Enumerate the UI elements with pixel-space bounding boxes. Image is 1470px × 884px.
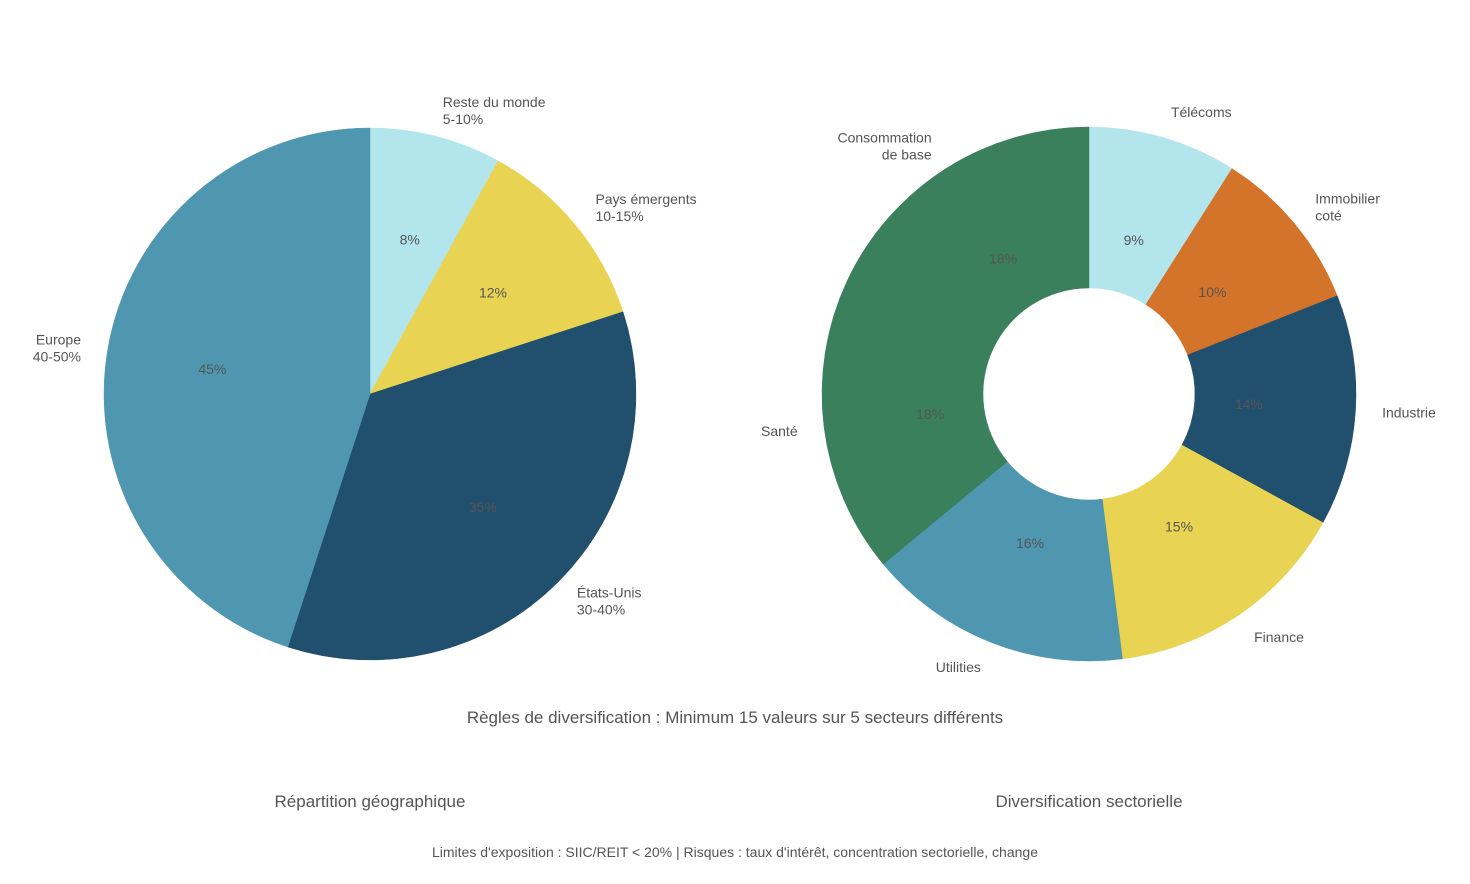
- category-label: Immobilier coté: [1315, 190, 1380, 223]
- footer-note: Limites d'exposition : SIIC/REIT < 20% |…: [432, 844, 1038, 860]
- data-label: 16%: [1016, 535, 1044, 551]
- data-label: 15%: [1165, 518, 1193, 534]
- slice-1-0: [1088, 126, 1233, 305]
- category-label: Pays émergents 10-15%: [595, 191, 696, 224]
- data-label: 35%: [469, 499, 497, 515]
- category-label: Santé: [761, 423, 798, 439]
- slice-0-3: [103, 127, 371, 648]
- category-label: États-Unis 30-40%: [577, 584, 642, 617]
- category-label: Finance: [1254, 629, 1304, 645]
- pie-title-sector: Diversification sectorielle: [995, 792, 1183, 811]
- slice-1-2: [1181, 295, 1357, 523]
- data-label: 18%: [916, 406, 944, 422]
- diversification-note: Règles de diversification : Minimum 15 v…: [466, 708, 1004, 727]
- slice-1-5: [821, 279, 1008, 565]
- category-label: Consommation de base: [837, 130, 931, 163]
- category-label: Télécoms: [1171, 104, 1232, 120]
- pie-title-geo: Répartition géographique: [274, 792, 466, 811]
- slice-1-3: [1102, 444, 1324, 660]
- slice-1-4: [882, 461, 1123, 662]
- slice-0-0: [369, 127, 499, 395]
- data-label: 45%: [198, 361, 226, 377]
- slice-0-1: [369, 160, 624, 395]
- data-label: 14%: [1235, 396, 1263, 412]
- data-label: 9%: [1124, 232, 1144, 248]
- category-label: Utilities: [936, 659, 981, 675]
- data-label: 10%: [1198, 284, 1226, 300]
- slice-1-1: [1145, 168, 1338, 356]
- data-label: 18%: [989, 251, 1017, 267]
- data-label: 12%: [479, 284, 507, 300]
- data-label: 8%: [400, 231, 420, 247]
- category-label: Europe 40-50%: [33, 332, 81, 365]
- category-label: Industrie: [1382, 404, 1436, 420]
- slice-0-2: [287, 311, 637, 661]
- category-label: Reste du monde 5-10%: [443, 94, 546, 127]
- slice-1-6: [847, 126, 1090, 350]
